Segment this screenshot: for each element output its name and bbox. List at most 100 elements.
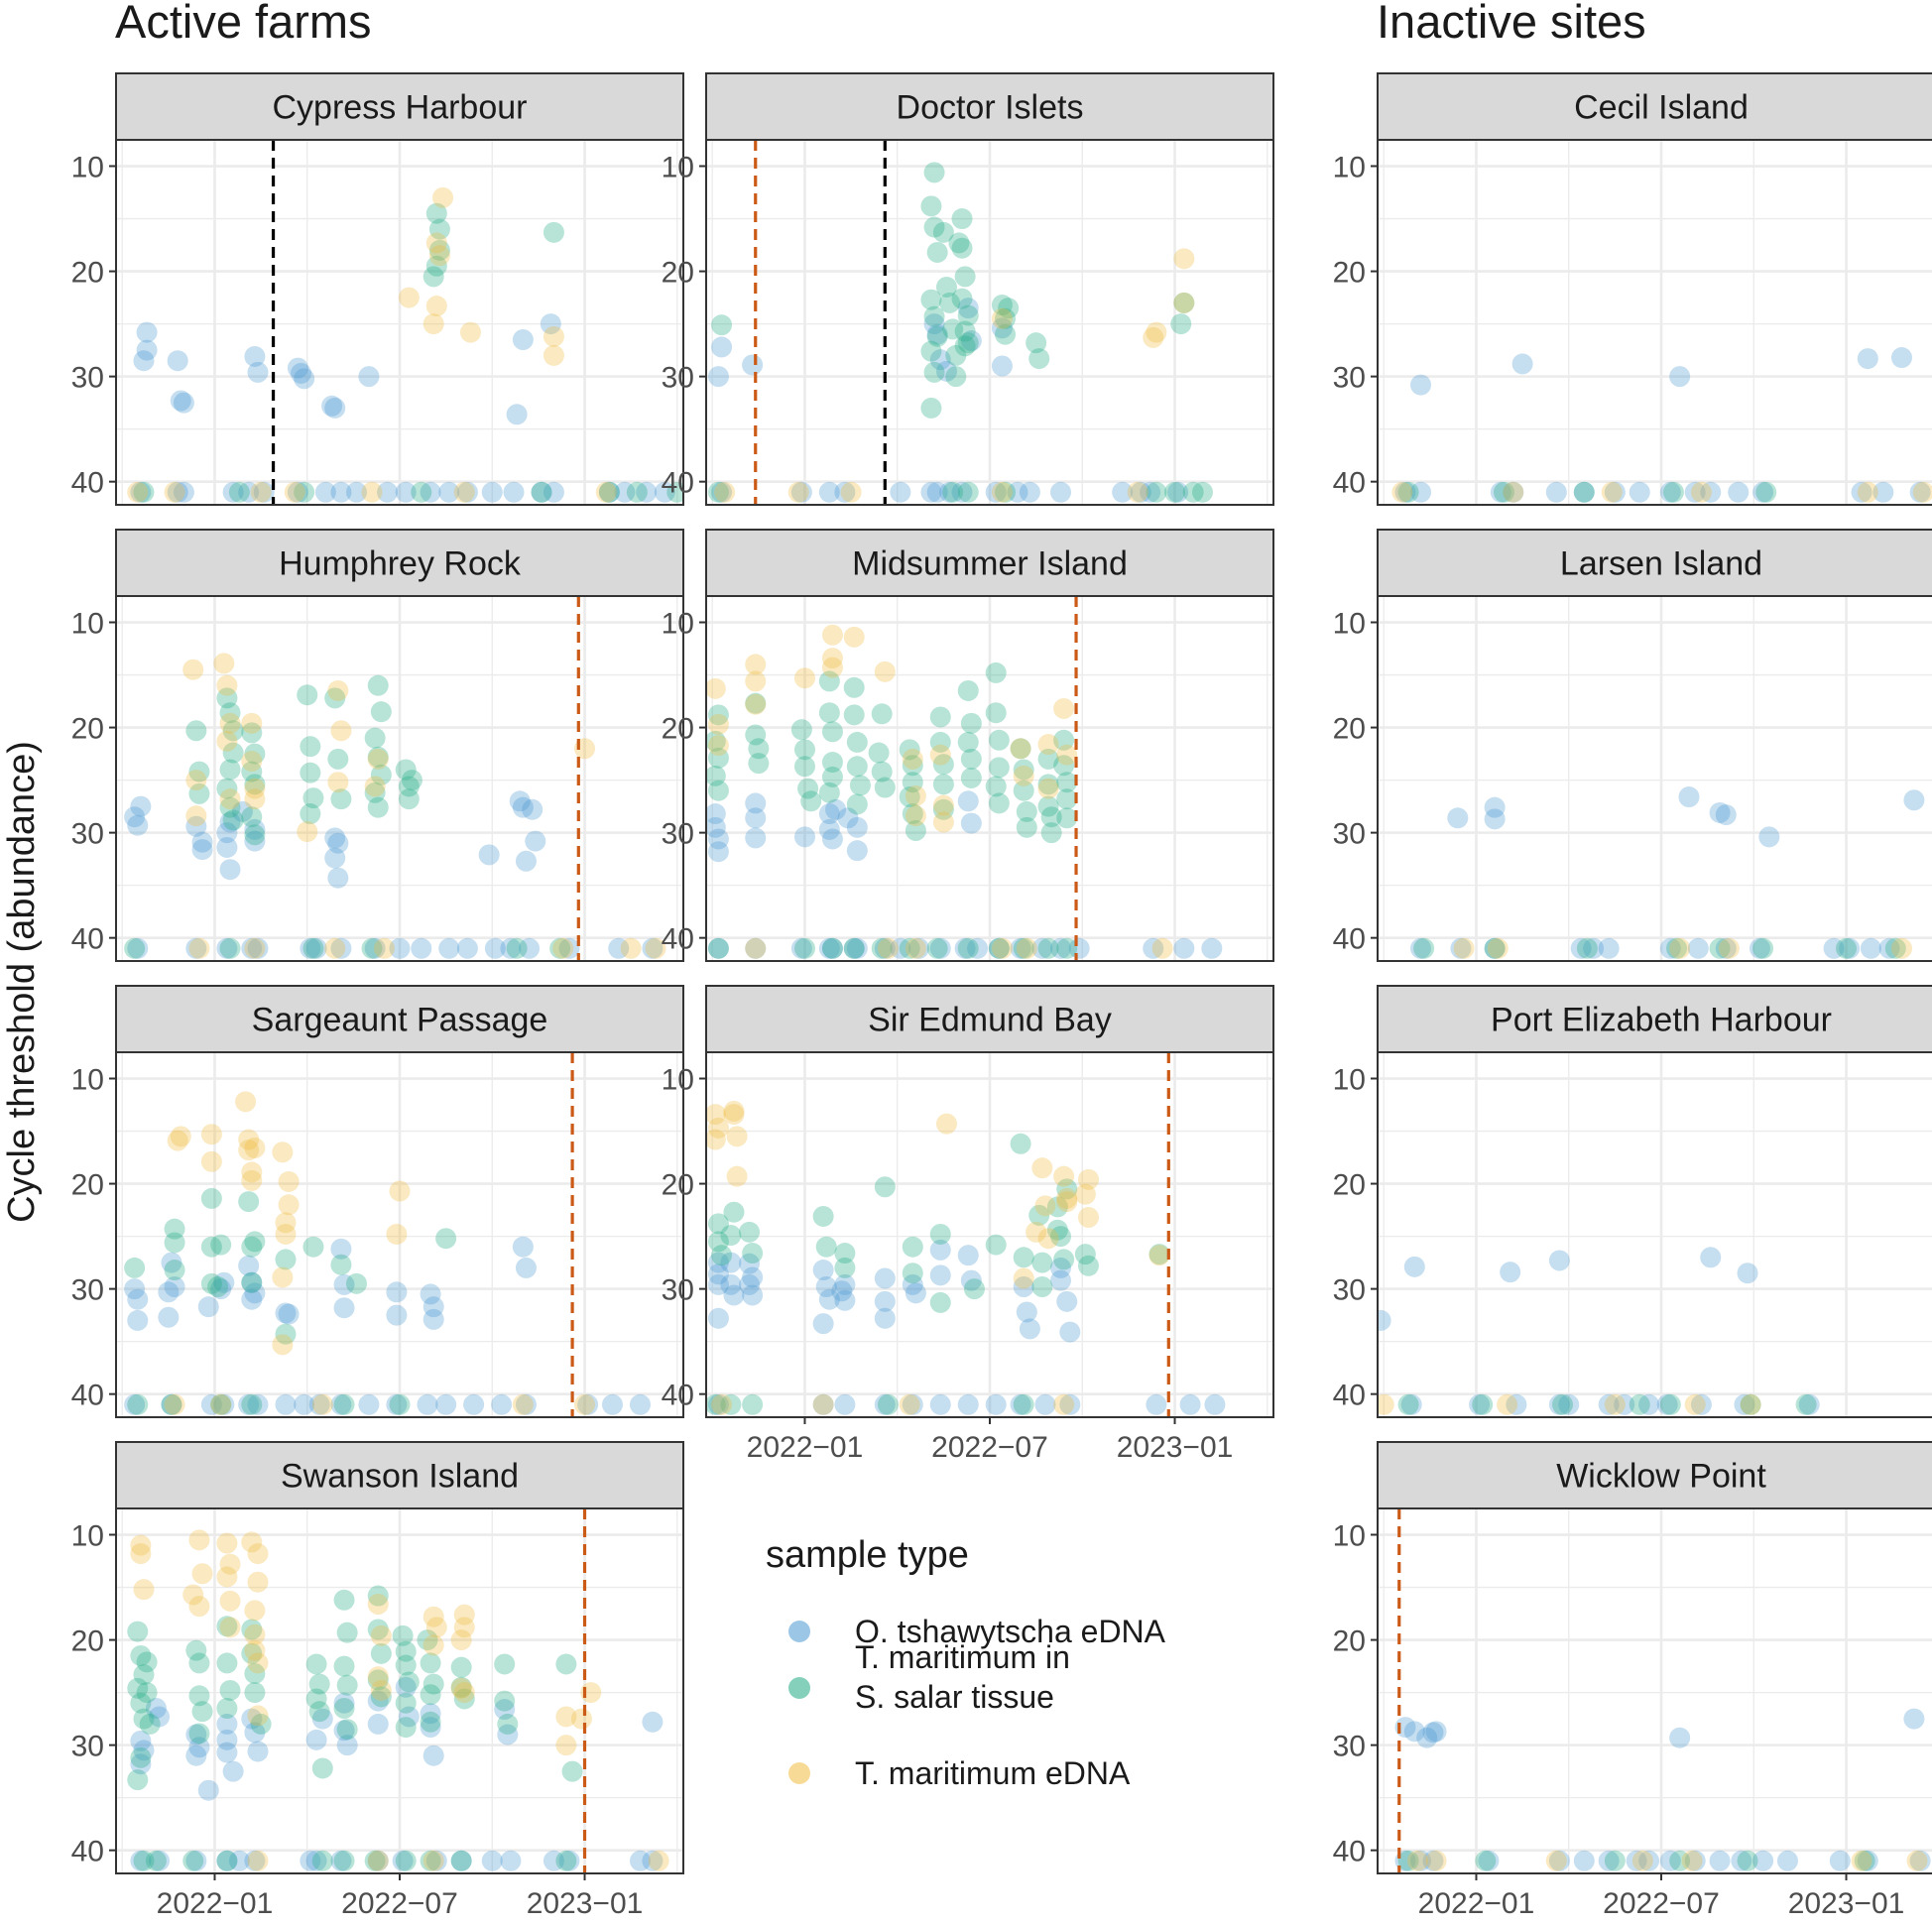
point-tm-edna [130,1534,152,1556]
point-otsh [951,481,973,503]
legend-label: T. maritimum eDNA [855,1755,1131,1791]
point-tm-tissue [1836,937,1858,959]
point-tm-tissue [849,775,871,796]
point-otsh [358,366,380,388]
point-otsh [522,798,543,820]
point-otsh [874,1307,896,1329]
point-tm-edna [1173,248,1195,270]
point-tm-tissue [395,1640,417,1662]
point-tm-tissue [706,1393,726,1415]
point-otsh [287,357,308,379]
point-otsh [130,1730,152,1751]
point-tm-edna [574,1393,596,1415]
point-otsh [1469,1393,1491,1415]
point-tm-tissue [1013,1247,1034,1268]
point-tm-tissue [707,1231,729,1253]
point-otsh [130,1753,152,1775]
point-tm-tissue [815,1236,837,1258]
point-tm-edna [1037,734,1059,756]
point-tm-tissue [222,809,244,831]
point-tm-tissue [1077,1255,1099,1276]
panel-title: Sir Edmund Bay [868,1002,1112,1039]
point-otsh [161,1252,182,1273]
point-tm-tissue [555,1850,577,1871]
point-tm-tissue [200,1236,222,1258]
point-tm-edna [219,788,241,810]
point-otsh [481,481,503,503]
point-tm-edna [707,713,729,735]
point-otsh [244,818,266,840]
point-otsh [1752,1850,1774,1871]
point-tm-tissue [1056,772,1078,793]
point-tm-tissue [923,361,945,383]
point-tm-tissue [926,325,948,347]
point-otsh [512,796,534,818]
point-tm-edna [453,1604,475,1625]
point-tm-edna [877,937,899,959]
point-otsh [149,1706,171,1728]
point-tm-tissue [960,767,982,788]
point-otsh [1749,937,1770,959]
x-tick-label: 2022−01 [157,1887,274,1920]
point-otsh [1059,1393,1081,1415]
y-tick-label: 20 [1333,1625,1366,1658]
point-tm-tissue [398,788,420,810]
point-tm-edna [1851,1850,1872,1871]
point-tm-tissue [1493,481,1514,503]
point-otsh [197,1779,219,1801]
point-otsh [294,1393,315,1415]
points [1391,347,1932,503]
point-tm-tissue [960,712,982,734]
point-otsh [1860,937,1881,959]
point-tm-edna [726,1126,748,1147]
point-otsh [720,1273,742,1295]
point-tm-tissue [164,1232,185,1254]
point-tm-edna [398,287,420,308]
point-tm-edna [745,654,767,675]
x-tick-label: 2023−01 [527,1887,644,1920]
point-tm-edna [247,1652,269,1674]
y-tick-label: 10 [1333,1520,1366,1553]
point-otsh [577,1393,599,1415]
point-tm-edna [1151,937,1173,959]
point-otsh [173,481,194,503]
point-otsh [333,1720,355,1742]
point-tm-edna [1034,1195,1056,1217]
point-otsh [158,1306,180,1328]
point-otsh [253,481,275,503]
plot-border [1377,139,1932,506]
y-tick-label: 20 [662,257,694,290]
point-tm-tissue [1053,755,1075,777]
point-otsh [1604,481,1626,503]
point-tm-edna [1010,738,1031,760]
y-tick-label: 30 [71,1731,104,1763]
point-tm-edna [932,794,954,816]
point-otsh [707,366,729,388]
point-otsh [1857,348,1878,370]
point-tm-tissue [991,295,1013,316]
point-otsh [745,937,767,959]
point-otsh [1684,481,1706,503]
point-tm-tissue [370,1686,392,1708]
point-tm-tissue [1182,481,1204,503]
point-tm-tissue [985,702,1007,724]
point-otsh [1798,1393,1820,1415]
point-otsh [1598,937,1620,959]
y-tick-label: 10 [662,608,694,641]
point-tm-edna [707,735,729,757]
point-tm-tissue [308,1673,330,1695]
point-tm-edna [723,1100,745,1122]
point-tm-tissue [327,748,349,770]
point-tm-tissue [200,1187,222,1209]
point-otsh [711,336,733,358]
point-tm-edna [1740,1393,1761,1415]
point-tm-tissue [133,481,155,503]
point-tm-tissue [333,1697,355,1719]
point-otsh [1752,481,1774,503]
point-tm-tissue [241,1236,263,1258]
point-otsh [1857,1850,1878,1871]
point-otsh [929,937,951,959]
point-tm-edna [1601,481,1623,503]
plot-border [1377,1051,1932,1418]
